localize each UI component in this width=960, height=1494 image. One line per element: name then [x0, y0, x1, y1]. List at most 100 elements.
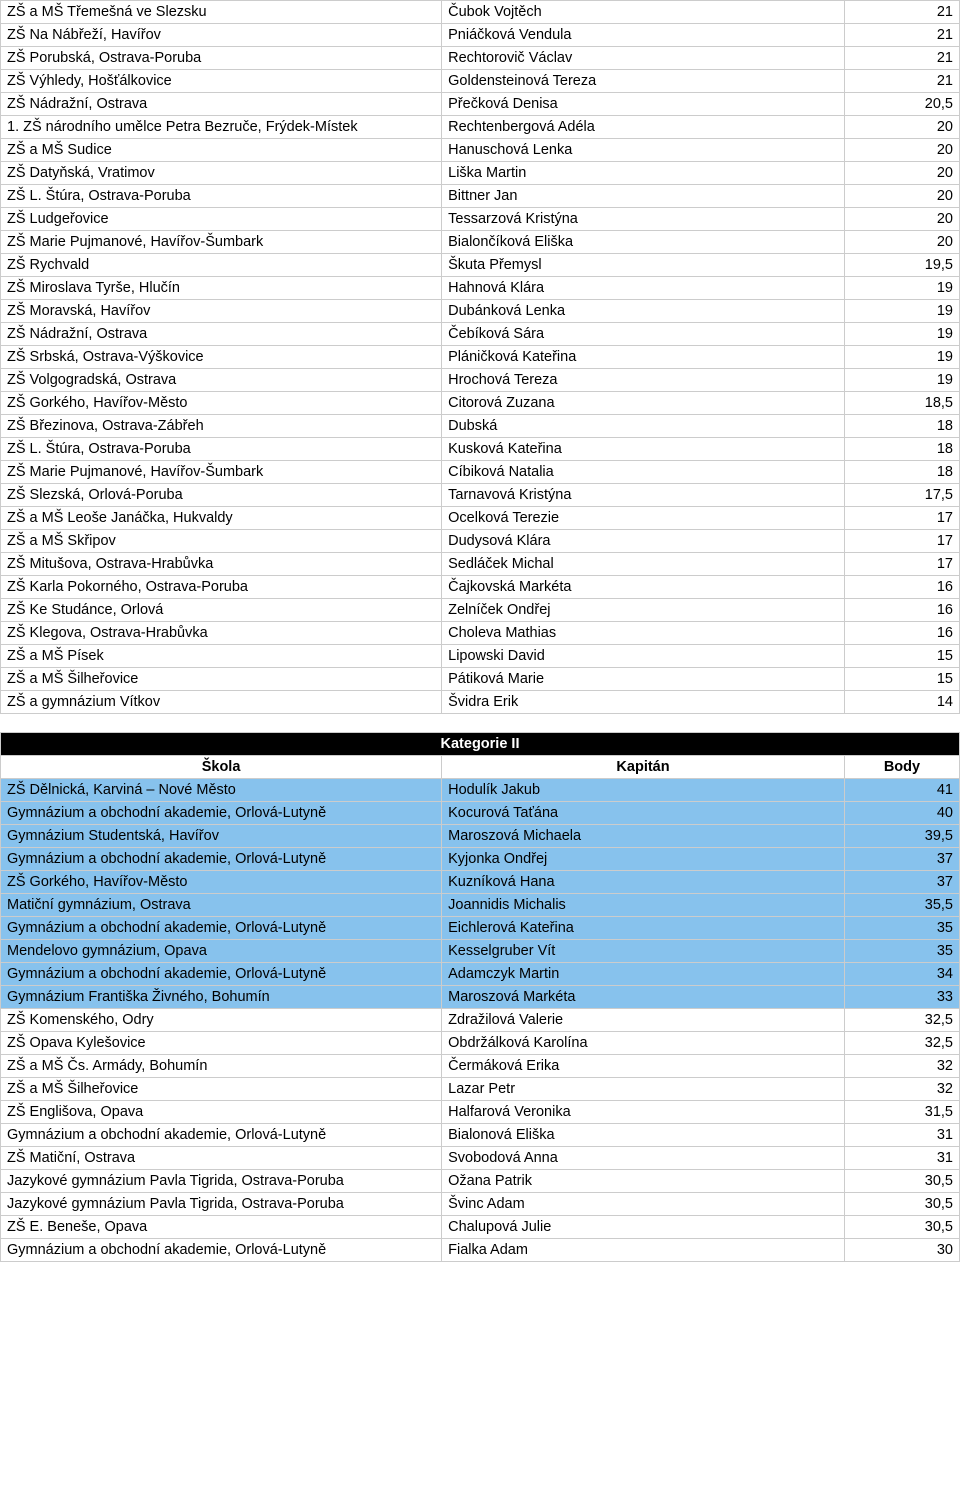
cell-captain: Choleva Mathias [442, 622, 845, 645]
cell-points: 15 [844, 645, 959, 668]
cell-points: 35 [844, 940, 959, 963]
cell-captain: Maroszová Michaela [442, 825, 845, 848]
table-row: Jazykové gymnázium Pavla Tigrida, Ostrav… [1, 1170, 960, 1193]
cell-school: ZŠ Komenského, Odry [1, 1009, 442, 1032]
table-row: Gymnázium a obchodní akademie, Orlová-Lu… [1, 848, 960, 871]
table-row: Jazykové gymnázium Pavla Tigrida, Ostrav… [1, 1193, 960, 1216]
cell-captain: Rechtenbergová Adéla [442, 116, 845, 139]
header-captain: Kapitán [442, 756, 845, 779]
cell-school: ZŠ a gymnázium Vítkov [1, 691, 442, 714]
cell-school: ZŠ Březinova, Ostrava-Zábřeh [1, 415, 442, 438]
cell-points: 31,5 [844, 1101, 959, 1124]
cell-captain: Maroszová Markéta [442, 986, 845, 1009]
cell-points: 16 [844, 622, 959, 645]
cell-school: Gymnázium a obchodní akademie, Orlová-Lu… [1, 802, 442, 825]
cell-points: 34 [844, 963, 959, 986]
cell-school: ZŠ Slezská, Orlová-Poruba [1, 484, 442, 507]
cell-captain: Fialka Adam [442, 1239, 845, 1262]
cell-school: ZŠ Porubská, Ostrava-Poruba [1, 47, 442, 70]
table-row: ZŠ L. Štúra, Ostrava-PorubaKusková Kateř… [1, 438, 960, 461]
table-row: Gymnázium a obchodní akademie, Orlová-Lu… [1, 917, 960, 940]
cell-school: Gymnázium a obchodní akademie, Orlová-Lu… [1, 917, 442, 940]
category-title: Kategorie II [1, 733, 960, 756]
table-row: ZŠ Englišova, OpavaHalfarová Veronika31,… [1, 1101, 960, 1124]
table-row: ZŠ Mitušova, Ostrava-HrabůvkaSedláček Mi… [1, 553, 960, 576]
cell-captain: Škuta Přemysl [442, 254, 845, 277]
cell-points: 20 [844, 116, 959, 139]
cell-captain: Kuzníková Hana [442, 871, 845, 894]
cell-points: 32,5 [844, 1009, 959, 1032]
cell-school: ZŠ Gorkého, Havířov-Město [1, 392, 442, 415]
cell-points: 21 [844, 47, 959, 70]
table-row: ZŠ E. Beneše, OpavaChalupová Julie30,5 [1, 1216, 960, 1239]
cell-school: Jazykové gymnázium Pavla Tigrida, Ostrav… [1, 1170, 442, 1193]
cell-captain: Dudysová Klára [442, 530, 845, 553]
table-row: ZŠ LudgeřoviceTessarzová Kristýna20 [1, 208, 960, 231]
table-row: ZŠ Slezská, Orlová-PorubaTarnavová Krist… [1, 484, 960, 507]
table-row: ZŠ a MŠ ŠilheřovicePátiková Marie15 [1, 668, 960, 691]
cell-school: ZŠ a MŠ Třemešná ve Slezsku [1, 1, 442, 24]
table-row: ZŠ L. Štúra, Ostrava-PorubaBittner Jan20 [1, 185, 960, 208]
cell-points: 19 [844, 277, 959, 300]
cell-school: ZŠ Výhledy, Hošťálkovice [1, 70, 442, 93]
cell-school: ZŠ Marie Pujmanové, Havířov-Šumbark [1, 231, 442, 254]
cell-captain: Lipowski David [442, 645, 845, 668]
cell-points: 18 [844, 461, 959, 484]
cell-captain: Ocelková Terezie [442, 507, 845, 530]
cell-points: 17,5 [844, 484, 959, 507]
cell-school: Gymnázium Studentská, Havířov [1, 825, 442, 848]
cell-captain: Lazar Petr [442, 1078, 845, 1101]
cell-captain: Adamczyk Martin [442, 963, 845, 986]
table-row: ZŠ Klegova, Ostrava-HrabůvkaCholeva Math… [1, 622, 960, 645]
table-row: ZŠ Srbská, Ostrava-VýškovicePláničková K… [1, 346, 960, 369]
cell-captain: Svobodová Anna [442, 1147, 845, 1170]
cell-points: 31 [844, 1124, 959, 1147]
cell-points: 20 [844, 139, 959, 162]
results-table-2: Kategorie II Škola Kapitán Body ZŠ Dělni… [0, 732, 960, 1262]
cell-captain: Čebíková Sára [442, 323, 845, 346]
cell-points: 21 [844, 70, 959, 93]
cell-school: ZŠ Englišova, Opava [1, 1101, 442, 1124]
table-row: ZŠ Nádražní, OstravaČebíková Sára19 [1, 323, 960, 346]
cell-school: ZŠ Volgogradská, Ostrava [1, 369, 442, 392]
cell-captain: Tessarzová Kristýna [442, 208, 845, 231]
table-row: Gymnázium a obchodní akademie, Orlová-Lu… [1, 1239, 960, 1262]
table-row: ZŠ Opava KylešoviceObdržálková Karolína3… [1, 1032, 960, 1055]
cell-captain: Tarnavová Kristýna [442, 484, 845, 507]
cell-captain: Goldensteinová Tereza [442, 70, 845, 93]
table-row: ZŠ a MŠ PísekLipowski David15 [1, 645, 960, 668]
cell-points: 20 [844, 208, 959, 231]
table-row: ZŠ Gorkého, Havířov-MěstoCitorová Zuzana… [1, 392, 960, 415]
cell-school: ZŠ Opava Kylešovice [1, 1032, 442, 1055]
cell-school: ZŠ Matiční, Ostrava [1, 1147, 442, 1170]
cell-captain: Kesselgruber Vít [442, 940, 845, 963]
cell-points: 32,5 [844, 1032, 959, 1055]
cell-points: 35,5 [844, 894, 959, 917]
cell-points: 20 [844, 185, 959, 208]
header-points: Body [844, 756, 959, 779]
cell-points: 19 [844, 369, 959, 392]
cell-school: Gymnázium Františka Živného, Bohumín [1, 986, 442, 1009]
table-row: ZŠ Volgogradská, OstravaHrochová Tereza1… [1, 369, 960, 392]
cell-points: 21 [844, 24, 959, 47]
cell-school: Gymnázium a obchodní akademie, Orlová-Lu… [1, 1239, 442, 1262]
table-row: ZŠ Moravská, HavířovDubánková Lenka19 [1, 300, 960, 323]
cell-points: 17 [844, 507, 959, 530]
table-row: ZŠ Březinova, Ostrava-ZábřehDubská18 [1, 415, 960, 438]
cell-points: 39,5 [844, 825, 959, 848]
cell-school: ZŠ a MŠ Sudice [1, 139, 442, 162]
cell-school: Gymnázium a obchodní akademie, Orlová-Lu… [1, 848, 442, 871]
cell-captain: Čermáková Erika [442, 1055, 845, 1078]
cell-school: ZŠ Nádražní, Ostrava [1, 93, 442, 116]
cell-points: 18 [844, 415, 959, 438]
table-row: ZŠ Gorkého, Havířov-MěstoKuzníková Hana3… [1, 871, 960, 894]
cell-school: ZŠ a MŠ Skřipov [1, 530, 442, 553]
cell-captain: Hodulík Jakub [442, 779, 845, 802]
cell-captain: Sedláček Michal [442, 553, 845, 576]
cell-school: Jazykové gymnázium Pavla Tigrida, Ostrav… [1, 1193, 442, 1216]
cell-points: 31 [844, 1147, 959, 1170]
table-row: Gymnázium a obchodní akademie, Orlová-Lu… [1, 963, 960, 986]
cell-points: 37 [844, 871, 959, 894]
cell-school: ZŠ L. Štúra, Ostrava-Poruba [1, 438, 442, 461]
cell-points: 18 [844, 438, 959, 461]
